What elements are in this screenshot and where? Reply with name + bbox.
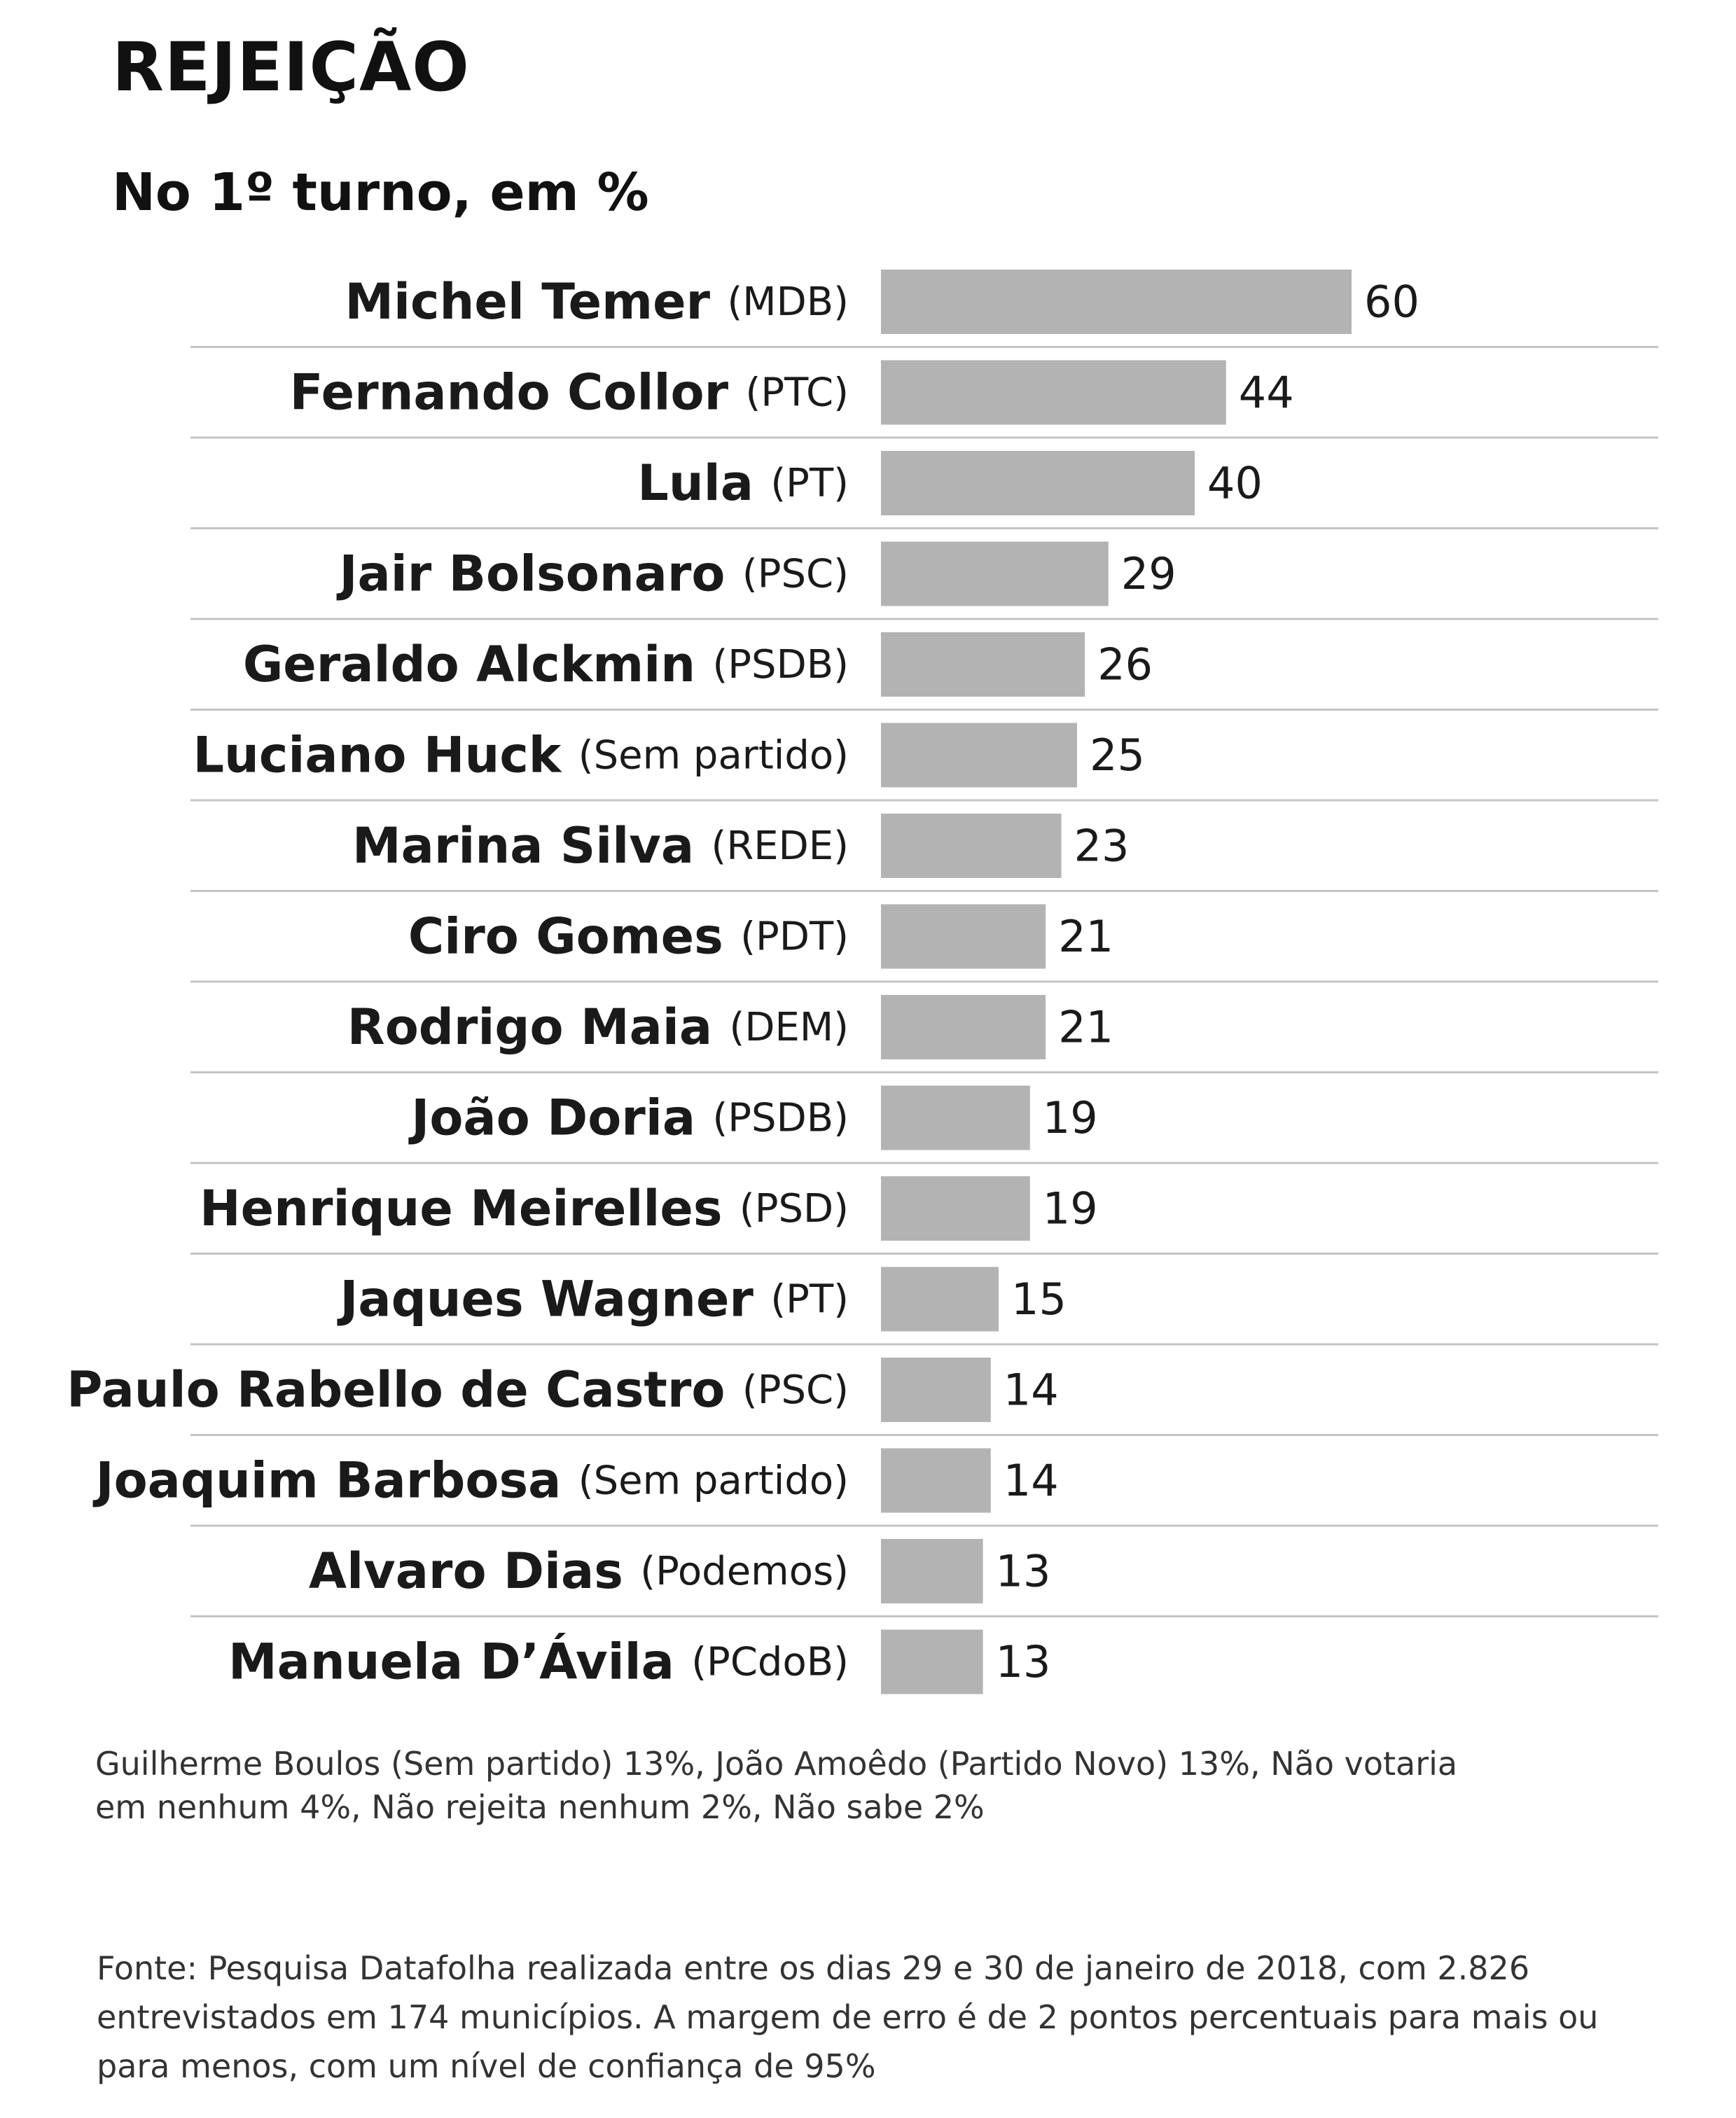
candidate-name: Geraldo Alckmin [243,636,713,693]
category-label: Ciro Gomes (PDT) [408,908,849,966]
category-label: Joaquim Barbosa (Sem partido) [93,1452,849,1510]
candidate-party: (Sem partido) [578,732,849,778]
candidate-party: (PSC) [742,551,849,597]
bar [881,360,1226,425]
bar-value-label: 14 [1004,1365,1059,1416]
bar-value-label: 25 [1090,730,1145,781]
candidate-party: (PSDB) [712,1095,849,1141]
candidate-party: (PDT) [740,914,849,959]
bar [881,1629,983,1694]
candidate-name: Paulo Rabello de Castro [67,1361,742,1419]
candidate-name: Luciano Huck [193,727,578,784]
category-label: Michel Temer (MDB) [345,273,849,330]
bar [881,723,1077,788]
bar-value-label: 23 [1074,821,1130,872]
chart-subtitle: No 1º turno, em % [112,162,649,223]
candidate-party: (Podemos) [640,1549,849,1594]
candidate-name: Jair Bolsonaro [336,545,742,603]
bar [881,541,1109,606]
bar [881,1176,1030,1241]
bar [881,632,1085,697]
candidate-name: Henrique Meirelles [200,1180,739,1237]
category-label: João Doria (PSDB) [408,1089,849,1147]
bar-value-label: 21 [1058,1002,1113,1053]
category-label: Jaques Wagner (PT) [337,1271,849,1328]
candidate-party: (DEM) [729,1005,849,1050]
bar [881,1085,1030,1150]
candidate-party: (PSC) [742,1367,849,1413]
candidate-name: Lula [637,454,770,512]
bar-chart: 60 Michel Temer (MDB) 44 Fernando Collor (P… [67,270,1658,1694]
bar-value-label: 40 [1207,458,1263,509]
category-label: Paulo Rabello de Castro (PSC) [67,1361,849,1419]
footnote: Guilherme Boulos (Sem partido) 13%, João… [95,1745,1458,1826]
candidate-party: (REDE) [711,823,849,869]
candidate-name: Michel Temer [345,273,727,330]
candidate-party: (MDB) [727,279,849,325]
bar [881,1358,991,1422]
candidate-party: (Sem partido) [578,1458,849,1503]
candidate-name: Jaques Wagner [337,1271,770,1328]
bar [881,1267,999,1332]
category-label: Manuela D’Ávila (PCdoB) [228,1633,849,1691]
category-label: Jair Bolsonaro (PSC) [336,545,849,603]
candidate-name: Fernando Collor [290,364,746,421]
bar-value-label: 19 [1043,1183,1098,1234]
candidate-name: Alvaro Dias [309,1542,640,1600]
bar [881,451,1195,515]
source-note: Fonte: Pesquisa Datafolha realizada entr… [97,1949,1599,2085]
bar-value-label: 60 [1364,277,1419,328]
category-label: Rodrigo Maia (DEM) [347,998,849,1056]
bar-value-label: 29 [1121,548,1176,599]
category-label: Alvaro Dias (Podemos) [309,1542,849,1600]
category-label: Geraldo Alckmin (PSDB) [243,636,849,693]
candidate-party: (PT) [770,1276,849,1322]
candidate-party: (PCdoB) [691,1639,849,1685]
candidate-name: Marina Silva [352,817,711,875]
bar [881,904,1046,969]
candidate-name: João Doria [408,1089,712,1147]
candidate-name: Rodrigo Maia [347,998,730,1056]
candidate-party: (PTC) [746,370,849,415]
bar-value-label: 44 [1239,367,1294,418]
bar-value-label: 26 [1097,639,1153,690]
candidate-name: Joaquim Barbosa [93,1452,578,1510]
category-label: Fernando Collor (PTC) [290,364,849,421]
bar-value-label: 13 [996,1636,1051,1687]
category-label: Luciano Huck (Sem partido) [193,727,849,784]
category-label: Lula (PT) [637,454,849,512]
bar-value-label: 14 [1004,1455,1059,1506]
bar [881,270,1352,334]
candidate-name: Ciro Gomes [408,908,740,966]
candidate-party: (PSD) [739,1186,849,1232]
bar [881,1539,983,1603]
candidate-name: Manuela D’Ávila [228,1633,691,1691]
bar [881,1448,991,1513]
bar-value-label: 13 [996,1546,1051,1597]
bar [881,995,1046,1059]
bar [881,814,1062,878]
candidate-party: (PSDB) [712,642,849,688]
category-label: Henrique Meirelles (PSD) [200,1180,849,1237]
candidate-party: (PT) [770,461,849,506]
bar-value-label: 19 [1043,1092,1098,1143]
category-label: Marina Silva (REDE) [352,817,849,875]
chart-title: REJEIÇÃO [112,28,470,106]
bar-value-label: 21 [1058,911,1113,962]
bar-value-label: 15 [1011,1274,1067,1325]
